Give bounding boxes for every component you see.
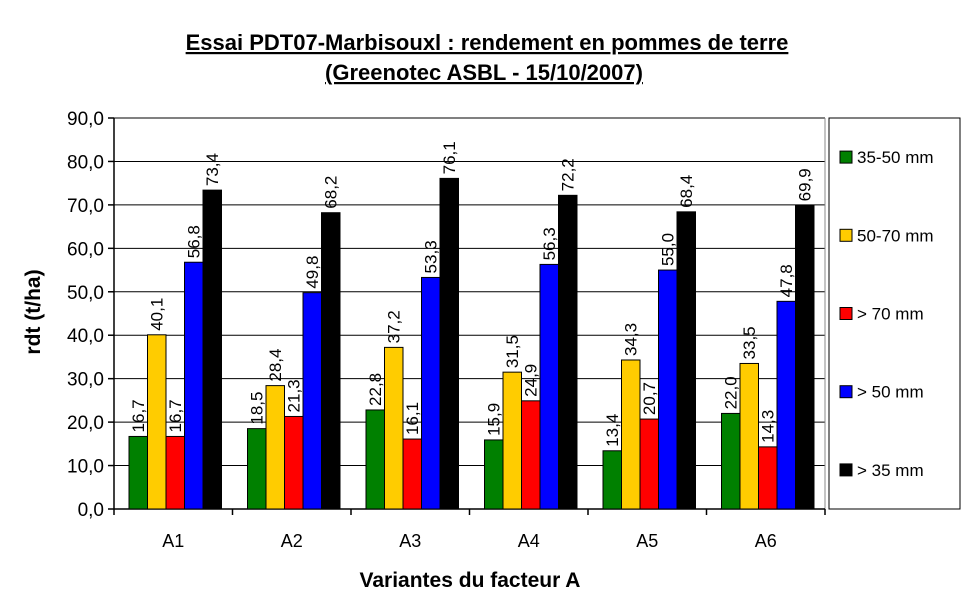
bar	[184, 261, 204, 510]
x-category-label: A4	[518, 531, 540, 551]
data-label: 68,4	[677, 175, 696, 208]
bar	[602, 450, 622, 510]
y-tick-label: 40,0	[67, 326, 104, 347]
y-tick-label: 50,0	[67, 283, 104, 304]
data-label: 16,7	[129, 399, 148, 432]
data-label: 56,3	[540, 227, 559, 260]
plot-area: 0,0 10,0 20,0 30,0 40,0 50,0 60,0 70,0 80,0 90,0 A…	[67, 109, 826, 551]
legend-label: > 70 mm	[857, 305, 924, 324]
data-label: 76,1	[440, 141, 459, 174]
bar	[321, 212, 341, 510]
bar	[758, 446, 778, 510]
data-label: 47,8	[777, 264, 796, 297]
chart-subtitle: (Greenotec ASBL - 15/10/2007)	[325, 60, 643, 85]
data-label: 73,4	[203, 153, 222, 186]
bar	[776, 300, 796, 510]
data-label: 49,8	[303, 256, 322, 289]
bar	[247, 428, 267, 510]
data-label: 18,5	[248, 392, 267, 425]
data-label: 68,2	[322, 176, 341, 209]
data-label: 24,9	[522, 364, 541, 397]
x-category-label: A1	[162, 531, 184, 551]
legend-label: 50-70 mm	[857, 226, 934, 245]
x-category-label: A2	[281, 531, 303, 551]
data-label: 22,8	[366, 373, 385, 406]
legend-swatch	[839, 463, 853, 477]
y-tick-label: 80,0	[67, 152, 104, 173]
bar	[558, 194, 578, 510]
bar	[521, 400, 541, 510]
data-label: 37,2	[385, 310, 404, 343]
data-label: 13,4	[603, 414, 622, 447]
bar	[421, 276, 441, 510]
bar	[202, 189, 222, 510]
bar	[284, 415, 304, 510]
data-label: 40,1	[148, 298, 167, 331]
data-label: 33,5	[740, 326, 759, 359]
bar	[502, 371, 522, 510]
y-tick-label: 70,0	[67, 196, 104, 217]
bar	[721, 412, 741, 510]
data-label: 14,3	[759, 410, 778, 443]
bar	[621, 359, 641, 510]
bar	[165, 435, 185, 510]
legend-swatch	[839, 385, 853, 399]
data-label: 34,3	[622, 323, 641, 356]
y-tick-label: 20,0	[67, 413, 104, 434]
legend-label: > 35 mm	[857, 461, 924, 480]
data-label: 28,4	[266, 349, 285, 382]
bar	[484, 439, 504, 510]
data-label: 56,8	[185, 225, 204, 258]
y-tick-label: 0,0	[78, 500, 104, 521]
data-label: 22,0	[722, 376, 741, 409]
data-label: 21,3	[285, 379, 304, 412]
data-label: 53,3	[422, 240, 441, 273]
bar	[739, 362, 759, 510]
y-tick-label: 90,0	[67, 109, 104, 130]
bar	[147, 334, 167, 510]
x-category-label: A5	[636, 531, 658, 551]
legend-label: > 50 mm	[857, 383, 924, 402]
legend-swatch	[839, 228, 853, 242]
bar	[795, 204, 815, 510]
bar	[128, 435, 148, 510]
bar	[265, 385, 285, 510]
y-tick-label: 10,0	[67, 457, 104, 478]
data-label: 15,9	[485, 403, 504, 436]
bar	[639, 418, 659, 510]
y-tick-label: 60,0	[67, 239, 104, 260]
bar	[539, 263, 559, 510]
bar	[676, 211, 696, 510]
legend-swatch	[839, 150, 853, 164]
data-label: 16,1	[403, 402, 422, 435]
x-axis-title: Variantes du facteur A	[360, 569, 581, 592]
data-label: 55,0	[659, 233, 678, 266]
chart-title: Essai PDT07-Marbisouxl : rendement en po…	[186, 30, 789, 55]
data-label: 72,2	[559, 158, 578, 191]
data-label: 31,5	[503, 335, 522, 368]
data-label: 16,7	[166, 399, 185, 432]
bar	[402, 438, 422, 510]
y-axis-title: rdt (t/ha)	[22, 269, 45, 354]
legend-swatch	[839, 307, 853, 320]
y-tick-label: 30,0	[67, 370, 104, 391]
bar	[658, 269, 678, 510]
x-category-label: A3	[399, 531, 421, 551]
data-label: 69,9	[796, 168, 815, 201]
bar	[302, 292, 322, 510]
data-label: 20,7	[640, 382, 659, 415]
legend-label: 35-50 mm	[857, 148, 934, 167]
legend: 35-50 mm 50-70 mm > 70 mm > 50 mm > 35 mm	[828, 117, 961, 510]
bar	[365, 409, 385, 510]
bar	[384, 346, 404, 510]
x-category-label: A6	[755, 531, 777, 551]
bar	[439, 177, 459, 510]
